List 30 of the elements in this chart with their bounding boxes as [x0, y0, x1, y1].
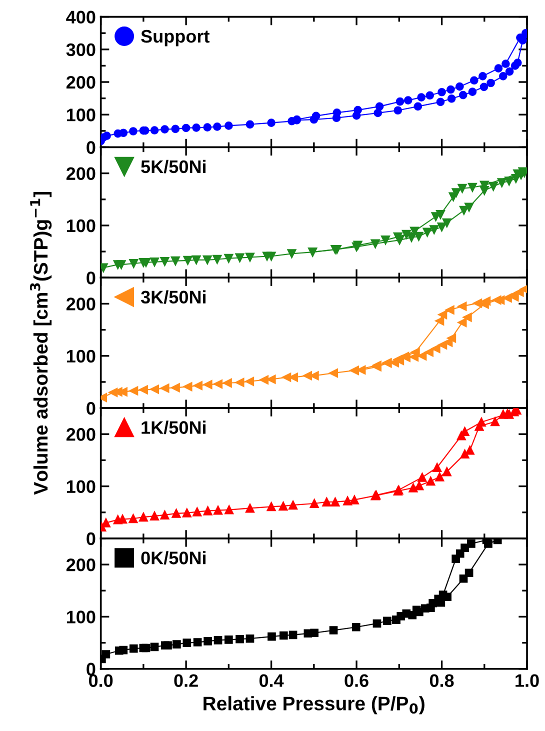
y-tick-label: 200: [66, 167, 96, 180]
x-tick-label: 0.6: [344, 674, 368, 687]
y-tick-label: 100: [66, 480, 96, 494]
y-tick-label: 0: [86, 402, 96, 415]
y-tick-label: 0: [86, 272, 96, 284]
y-tick-label: 300: [66, 43, 96, 56]
x-tick-label: 0.0: [88, 674, 113, 687]
y-tick-label: 100: [66, 219, 96, 232]
y-tick-label: 200: [66, 298, 96, 310]
legend-label: 0K/50Ni: [141, 551, 206, 565]
legend-label: Support: [141, 30, 210, 46]
x-tick-label: 0.2: [174, 674, 198, 687]
y-tick-label: 200: [66, 558, 96, 572]
y-axis-title: Volume adsorbed [cm$^{3}$(STP)g$^{−1}$]: [30, 192, 52, 495]
y-tick-label: 0: [86, 662, 96, 676]
legend-label: 5K/50Ni: [141, 160, 206, 174]
x-axis-title: Relative Pressure (P/P$_{0}$): [204, 696, 424, 714]
x-tick-label: 0.8: [430, 674, 454, 687]
y-tick-label: 0: [86, 532, 96, 546]
y-tick-label: 100: [66, 610, 96, 624]
y-tick-label: 200: [66, 76, 96, 89]
y-tick-label: 200: [66, 428, 96, 441]
x-tick-label: 1.0: [516, 674, 539, 687]
legend-label: 1K/50Ni: [142, 420, 206, 434]
y-tick-label: 100: [66, 350, 96, 363]
y-tick-label: 100: [66, 108, 96, 122]
legend-label: 3K/50Ni: [140, 290, 206, 304]
y-tick-label: 400: [66, 10, 96, 24]
y-tick-label: 0: [86, 141, 96, 154]
x-tick-label: 0.4: [259, 674, 284, 687]
